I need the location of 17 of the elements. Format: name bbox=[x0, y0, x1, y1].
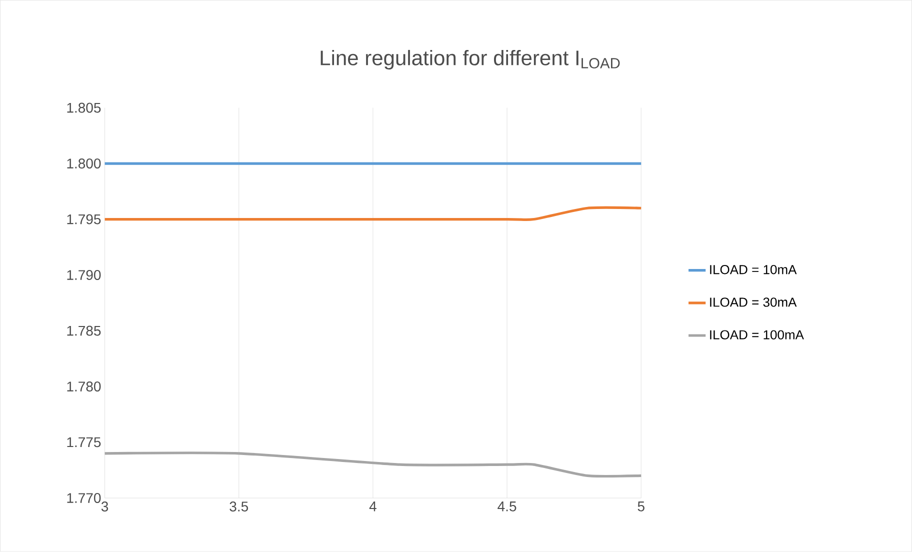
legend-label: ILOAD = 10mA bbox=[710, 265, 797, 274]
y-tick-label: 1.775 bbox=[67, 438, 101, 448]
y-tick-label: 1.770 bbox=[67, 493, 101, 504]
y-tick-label: 1.785 bbox=[67, 326, 101, 336]
y-tick-label: 1.790 bbox=[67, 270, 101, 280]
legend-label: ILOAD = 100mA bbox=[710, 330, 804, 340]
y-tick-label: 1.795 bbox=[67, 214, 101, 224]
x-tick-label: 5 bbox=[638, 502, 644, 512]
legend-label: ILOAD = 30mA bbox=[710, 298, 797, 307]
y-tick-label: 1.780 bbox=[67, 382, 101, 392]
x-tick-label: 4.5 bbox=[498, 502, 516, 512]
x-tick-label: 4 bbox=[369, 502, 376, 512]
y-tick-label: 1.805 bbox=[67, 102, 101, 113]
x-tick-label: 3.5 bbox=[230, 502, 248, 512]
chart-title: Line regulation for different I$_{LOAD}$ bbox=[320, 50, 620, 70]
x-tick-label: 3 bbox=[101, 502, 108, 512]
y-tick-label: 1.800 bbox=[67, 158, 101, 169]
